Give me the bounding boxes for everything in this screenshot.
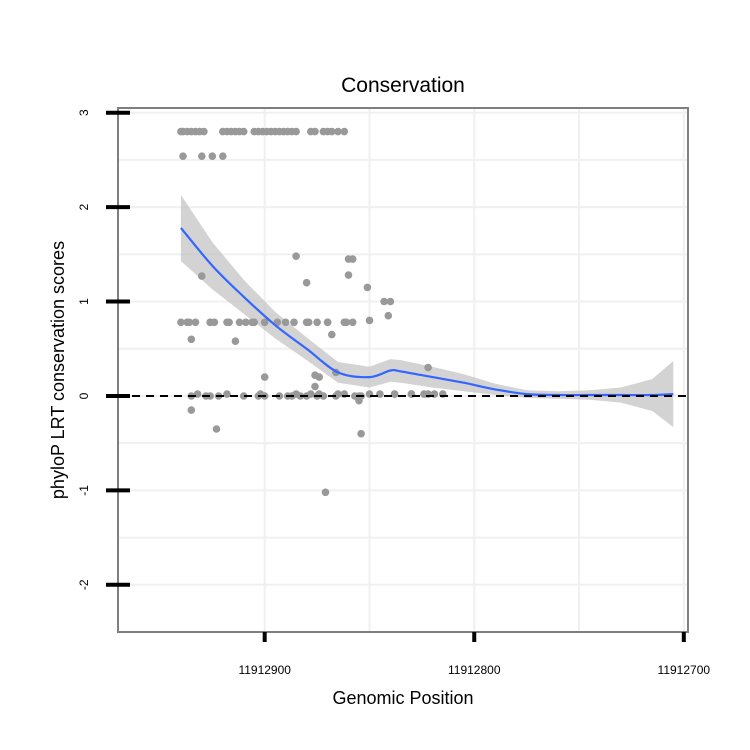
data-point xyxy=(281,318,290,327)
y-tick-label: -2 xyxy=(77,579,91,590)
confidence-band-area xyxy=(180,194,674,428)
data-point xyxy=(239,127,248,136)
data-point xyxy=(390,390,399,398)
data-point xyxy=(208,152,217,160)
x-tick-label: 11912800 xyxy=(448,663,501,677)
x-tick-label: 11912900 xyxy=(238,663,291,677)
data-point xyxy=(348,255,357,263)
data-point xyxy=(179,152,187,160)
data-point xyxy=(311,382,319,391)
data-point xyxy=(231,337,240,346)
data-point xyxy=(355,396,363,405)
plot-border xyxy=(117,107,689,633)
smooth-line xyxy=(180,227,674,397)
y-tick-label: 3 xyxy=(77,109,91,116)
y-axis: -2 -1 0 1 2 3 xyxy=(77,109,130,590)
data-point xyxy=(242,318,250,327)
y-axis-title: phyloP LRT conservation scores xyxy=(48,241,68,499)
smooth-curve xyxy=(180,227,674,397)
data-point xyxy=(206,318,214,327)
y-tick-label: 0 xyxy=(77,392,91,399)
data-point xyxy=(311,371,319,380)
data-point xyxy=(191,318,200,327)
data-point xyxy=(292,252,300,260)
data-point xyxy=(357,429,365,438)
data-point xyxy=(187,406,196,414)
data-point xyxy=(302,278,311,287)
data-points xyxy=(177,127,447,497)
y-tick-label: 1 xyxy=(77,298,91,305)
data-point xyxy=(200,127,208,136)
data-point xyxy=(365,316,374,325)
data-point xyxy=(340,318,349,327)
data-point xyxy=(219,152,227,160)
data-point xyxy=(260,373,269,381)
data-point xyxy=(348,318,357,327)
data-point xyxy=(292,390,300,398)
y-tick-label: 2 xyxy=(77,203,91,210)
x-axis: 11912900 11912800 11912700 xyxy=(238,632,710,677)
data-point xyxy=(304,318,313,327)
data-point xyxy=(424,363,432,372)
y-tick-label: -1 xyxy=(77,485,91,496)
data-point xyxy=(313,318,321,327)
data-point xyxy=(328,127,336,136)
data-point xyxy=(384,311,393,320)
data-point xyxy=(183,318,191,327)
confidence-band xyxy=(180,194,674,428)
data-point xyxy=(250,318,258,327)
data-point xyxy=(344,271,353,279)
data-point xyxy=(334,127,342,136)
chart-title: Conservation xyxy=(341,74,465,97)
data-point xyxy=(340,127,349,136)
data-point xyxy=(187,335,196,344)
data-point xyxy=(239,392,248,400)
data-point xyxy=(292,127,300,136)
data-point xyxy=(363,283,372,292)
data-point xyxy=(235,318,244,327)
x-axis-title: Genomic Position xyxy=(332,688,473,708)
data-point xyxy=(177,318,185,327)
x-tick-label: 11912700 xyxy=(658,663,711,677)
data-point xyxy=(212,425,221,433)
data-point xyxy=(307,390,315,398)
data-point xyxy=(198,272,206,280)
data-point xyxy=(328,330,336,339)
x-gridlines xyxy=(263,108,685,632)
data-point xyxy=(334,390,342,398)
data-point xyxy=(290,318,298,327)
y-gridlines xyxy=(118,111,688,586)
data-point xyxy=(321,488,330,497)
data-point xyxy=(223,390,231,398)
data-point xyxy=(198,152,206,160)
data-point xyxy=(206,392,214,400)
data-point xyxy=(225,318,233,327)
data-point xyxy=(386,297,395,306)
data-point xyxy=(380,297,388,306)
data-point xyxy=(260,318,269,327)
data-point xyxy=(323,318,332,327)
data-point xyxy=(311,127,319,136)
